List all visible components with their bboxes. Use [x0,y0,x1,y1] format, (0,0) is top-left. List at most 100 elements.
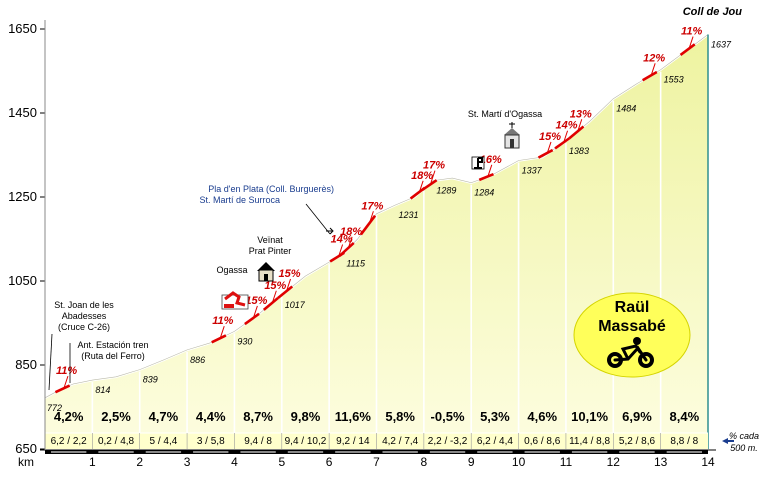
ramp-tick [368,211,374,224]
ramp-tick [219,326,225,339]
place-name: Veïnat [257,235,283,245]
elevation-label: 1484 [616,104,636,114]
x-tick-label: 7 [373,455,380,469]
ramp-mark [478,172,494,182]
ramp-percent-label: 14% [556,120,578,132]
elevation-label: 886 [190,355,205,365]
x-axis-segment [240,451,276,453]
x-tick-label: 11 [560,455,573,469]
house-door [264,274,268,281]
place-name: Ogassa [216,265,247,275]
x-axis-segment [477,451,513,453]
half-km-gradient-label: 11,4 / 8,8 [569,436,610,447]
ramp-mark [679,43,696,56]
ramp-mark [244,312,260,326]
ramp-tick [577,119,583,132]
labels: 4,2% 2,5% 4,7% 4,4% 8,7% 9,8% 11,6% 5,8% -0,5% 5,… [47,6,759,453]
author-badge: Raül Massabé [573,292,691,378]
y-tick-label: 850 [15,357,37,372]
ramp-tick [252,305,258,319]
x-axis-segment [98,451,134,453]
elevation-label: 772 [47,403,62,413]
place-name: (Ruta del Ferro) [81,351,145,361]
segment-gradient-label: 8,4% [670,409,700,424]
author-last-name: Massabé [598,318,666,335]
x-axis-segment [335,451,371,453]
x-axis-segment [145,451,182,453]
x-tick-label: 1 [89,455,96,469]
x-axis-segment [382,451,418,453]
ramp-percent-label: 17% [361,200,383,212]
place-name: Prat Pinter [249,246,292,256]
y-tick-label: 1250 [8,189,37,204]
place-name: Pla d'en Plata (Coll. Burguerès) [208,184,334,194]
gradient-note: % cada [729,431,759,441]
author-first-name: Raül [615,299,650,316]
station-block [224,304,234,308]
segment-gradient-label: 4,6% [527,409,557,424]
elevation-label: 1284 [474,188,494,198]
x-tick-label: 4 [231,455,238,469]
ramp-mark [262,297,279,311]
train-station-icon [221,291,249,310]
ramp-percent-label: 15% [245,295,267,307]
ramp-percent-label: 15% [539,131,561,143]
house-icon [257,262,275,282]
ramp-tick [487,164,493,177]
x-tick-label: 12 [607,455,621,469]
x-axis-segment [666,451,702,453]
x-axis-title: km [18,455,34,469]
segment-gradient-label: 2,5% [101,409,131,424]
ramp-mark [421,179,438,191]
segment-gradient-label: 4,2% [54,409,84,424]
x-tick-label: 10 [512,455,526,469]
half-km-gradient-label: 4,2 / 7,4 [382,436,419,447]
gradient-note: 500 m. [730,443,758,453]
half-km-gradient-label: 5,2 / 8,6 [619,436,656,447]
elevation-label: 930 [237,336,252,346]
ramp-percent-label: 12% [643,52,665,64]
half-km-gradient-label: 9,2 / 14 [336,436,370,447]
ramp-mark [211,334,227,344]
x-axis-segment [619,451,655,453]
ramp-mark [277,285,294,300]
ramp-percent-label: 15% [264,280,286,292]
x-axis-segment [193,451,229,453]
ramp-mark [568,125,585,140]
place-name: (Cruce C-26) [58,322,110,332]
elevation-label: 1383 [569,146,589,156]
half-km-gradient-label: 6,2 / 2,2 [51,436,88,447]
ramp-percent-label: 16% [480,154,502,166]
ramp-percent-label: 13% [570,108,592,120]
ramp-percent-label: 15% [279,268,301,280]
ramp-mark [359,214,377,236]
x-axis-bar [45,450,708,454]
note-arrow-icon [722,438,734,444]
km-gridlines [91,34,709,449]
place-name: Abadesses [62,311,107,321]
x-tick-label: 6 [326,455,333,469]
ramp-mark [54,384,71,394]
ramp-mark [554,137,570,150]
place-leader [305,203,331,235]
elevation-label: 1637 [711,39,732,49]
half-km-gradient-label: 3 / 5,8 [197,436,225,447]
y-tick-label: 650 [15,441,37,456]
ramp-tick [286,278,291,292]
ramp-tick [63,375,69,389]
ramp-percent-label: 18% [411,170,433,182]
ramp-tick [546,141,552,155]
ramp-mark [537,148,554,159]
rider-head [633,337,641,345]
half-km-gradient-label: 0,2 / 4,8 [98,436,135,447]
elevation-label: 839 [143,375,158,385]
half-km-gradient-label: 5 / 4,4 [149,436,177,447]
half-km-gradient-label: 9,4 / 10,2 [285,436,327,447]
x-tick-label: 2 [136,455,143,469]
steep-ramps: 11%11%15%15%15%14%18%17%18%17% 16%15%14%1… [54,26,702,394]
landmark-icons [221,122,520,310]
place-name: St. Martí d'Ogassa [468,109,542,119]
